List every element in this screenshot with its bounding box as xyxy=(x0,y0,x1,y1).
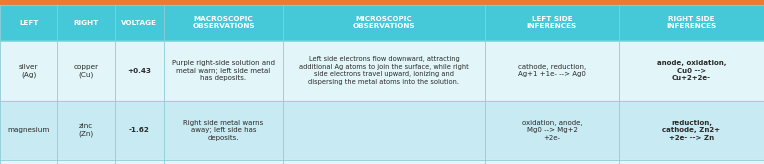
Text: Right side metal warns
away; left side has
deposits.: Right side metal warns away; left side h… xyxy=(183,120,264,141)
Text: anode, oxidation,
Cu0 -->
Cu+2+2e-: anode, oxidation, Cu0 --> Cu+2+2e- xyxy=(657,60,726,81)
Text: MICROSCOPIC
OBSERVATIONS: MICROSCOPIC OBSERVATIONS xyxy=(353,16,415,29)
Text: -1.62: -1.62 xyxy=(129,127,150,133)
Bar xyxy=(0,5,764,41)
Text: LEFT: LEFT xyxy=(19,20,38,26)
Text: Purple right-side solution and
metal warn; left side metal
has deposits.: Purple right-side solution and metal war… xyxy=(172,60,275,81)
Text: cathode, reduction,
Ag+1 +1e- --> Ag0: cathode, reduction, Ag+1 +1e- --> Ag0 xyxy=(518,64,586,77)
Text: MACROSCOPIC
OBSERVATIONS: MACROSCOPIC OBSERVATIONS xyxy=(193,16,254,29)
Text: +0.43: +0.43 xyxy=(128,68,151,74)
Text: silver
(Ag): silver (Ag) xyxy=(19,64,38,78)
Bar xyxy=(0,0,764,5)
Text: oxidation, anode,
Mg0 --> Mg+2
+2e-: oxidation, anode, Mg0 --> Mg+2 +2e- xyxy=(522,120,582,141)
Text: RIGHT: RIGHT xyxy=(73,20,99,26)
Bar xyxy=(0,160,764,164)
Text: zinc
(Zn): zinc (Zn) xyxy=(79,123,93,137)
Text: Left side electrons flow downward, attracting
additional Ag atoms to join the su: Left side electrons flow downward, attra… xyxy=(299,56,469,85)
Bar xyxy=(0,41,764,101)
Text: reduction,
cathode, Zn2+
+2e- --> Zn: reduction, cathode, Zn2+ +2e- --> Zn xyxy=(662,120,720,141)
Text: LEFT SIDE
INFERENCES: LEFT SIDE INFERENCES xyxy=(527,16,577,29)
Text: VOLTAGE: VOLTAGE xyxy=(121,20,157,26)
Bar xyxy=(0,101,764,160)
Text: copper
(Cu): copper (Cu) xyxy=(73,64,99,78)
Text: magnesium: magnesium xyxy=(8,127,50,133)
Text: RIGHT SIDE
INFERENCES: RIGHT SIDE INFERENCES xyxy=(666,16,717,29)
